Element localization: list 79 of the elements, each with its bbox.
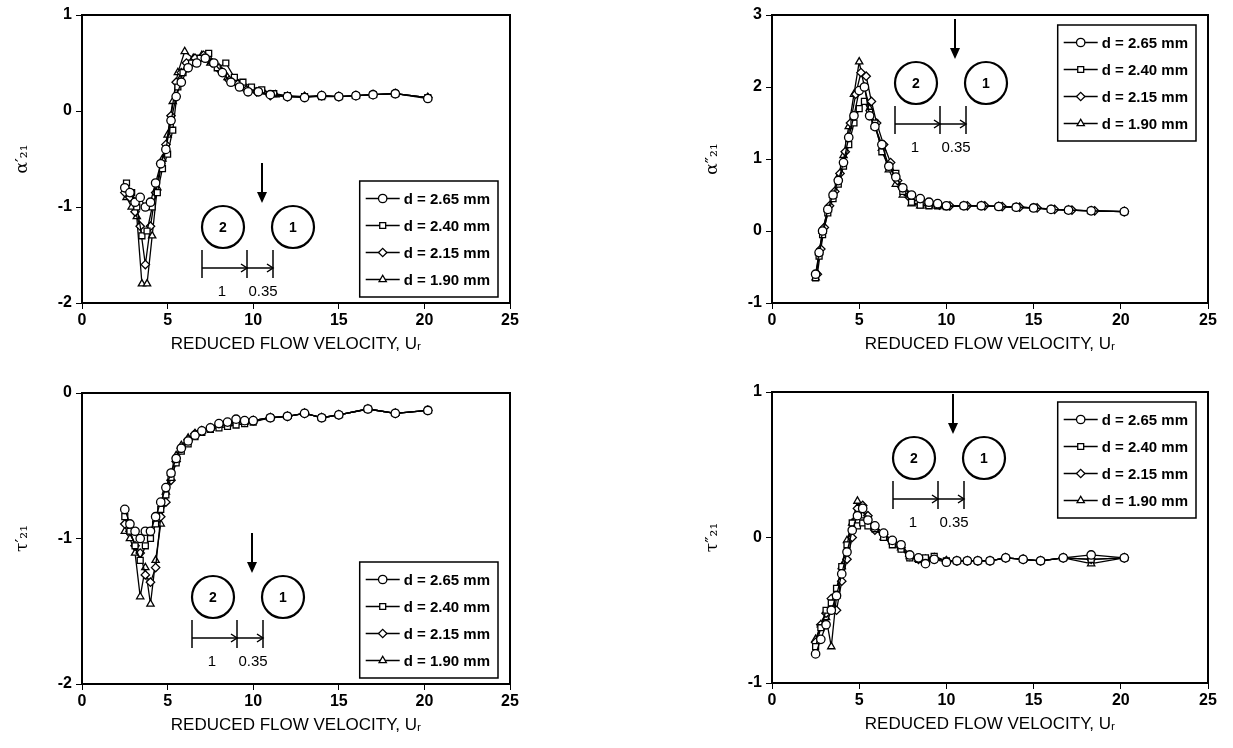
- annotation: 0.35: [941, 138, 971, 155]
- x-tick-label: 15: [1024, 311, 1043, 329]
- x-tick-label: 10: [244, 692, 263, 710]
- annotation: 1: [217, 282, 227, 299]
- legend-label: d = 2.65 mm: [1101, 410, 1188, 428]
- y-tick-label: -1: [57, 528, 73, 546]
- x-axis-title: REDUCED FLOW VELOCITY, Uᵣ: [864, 334, 1116, 354]
- annotation: 1: [910, 138, 920, 155]
- legend-label: d = 2.15 mm: [1101, 464, 1188, 482]
- annotation: 1: [908, 513, 918, 530]
- legend-label: d = 2.15 mm: [403, 624, 490, 642]
- annotation: 2: [912, 75, 921, 91]
- legend-label: d = 2.65 mm: [403, 189, 490, 207]
- y-tick-label: 0: [753, 221, 763, 239]
- x-tick-label: 25: [1199, 691, 1217, 709]
- y-tick-label: 1: [63, 5, 73, 23]
- x-tick-label: 0: [767, 311, 777, 329]
- annotation: 2: [910, 450, 919, 466]
- x-tick-label: 0: [77, 311, 87, 329]
- y-tick-label: -2: [57, 674, 73, 692]
- legend-label: d = 2.65 mm: [403, 570, 490, 588]
- y-tick-label: 3: [753, 5, 763, 23]
- legend-label: d = 2.40 mm: [1101, 60, 1188, 78]
- y-tick-label: -1: [747, 293, 763, 311]
- x-tick-label: 15: [329, 692, 348, 710]
- x-tick-label: 25: [501, 311, 519, 329]
- annotation: 0.35: [939, 513, 969, 530]
- annotation: 0.35: [248, 282, 278, 299]
- x-axis-title: REDUCED FLOW VELOCITY, Uᵣ: [170, 715, 422, 735]
- x-tick-label: 0: [77, 692, 87, 710]
- annotation: 1: [980, 450, 989, 466]
- y-tick-label: -2: [57, 293, 73, 311]
- x-tick-label: 10: [937, 691, 956, 709]
- annotation: 1: [982, 75, 991, 91]
- legend-label: d = 1.90 mm: [1101, 114, 1188, 132]
- y-axis-title: α″₂₁: [700, 143, 721, 175]
- x-tick-label: 10: [244, 311, 263, 329]
- x-tick-label: 20: [415, 311, 434, 329]
- x-tick-label: 25: [1199, 311, 1217, 329]
- y-tick-label: -1: [747, 673, 763, 691]
- x-tick-label: 5: [854, 691, 864, 709]
- x-tick-label: 15: [1024, 691, 1043, 709]
- y-axis-title: τ′₂₁: [10, 525, 31, 552]
- x-tick-label: 20: [415, 692, 434, 710]
- y-tick-label: 0: [753, 527, 763, 545]
- annotation: 2: [219, 219, 228, 235]
- x-tick-label: 0: [767, 691, 777, 709]
- x-tick-label: 25: [501, 692, 519, 710]
- legend-label: d = 2.15 mm: [403, 243, 490, 261]
- x-tick-label: 20: [1111, 311, 1130, 329]
- legend-label: d = 1.90 mm: [1101, 491, 1188, 509]
- x-tick-label: 5: [163, 311, 173, 329]
- annotation: 0.35: [238, 652, 268, 669]
- x-axis-title: REDUCED FLOW VELOCITY, Uᵣ: [864, 714, 1116, 734]
- y-axis-title: α′₂₁: [10, 144, 31, 174]
- y-tick-label: 1: [753, 382, 763, 400]
- legend-label: d = 1.90 mm: [403, 270, 490, 288]
- legend-label: d = 2.15 mm: [1101, 87, 1188, 105]
- x-axis-title: REDUCED FLOW VELOCITY, Uᵣ: [170, 334, 422, 354]
- x-tick-label: 20: [1111, 691, 1130, 709]
- y-tick-label: 0: [63, 101, 73, 119]
- x-tick-label: 5: [854, 311, 864, 329]
- x-tick-label: 15: [329, 311, 348, 329]
- y-tick-label: 2: [753, 77, 763, 95]
- legend-label: d = 2.40 mm: [1101, 437, 1188, 455]
- x-tick-label: 5: [163, 692, 173, 710]
- legend-label: d = 2.65 mm: [1101, 33, 1188, 51]
- annotation: 1: [207, 652, 217, 669]
- legend-label: d = 1.90 mm: [403, 651, 490, 669]
- legend-label: d = 2.40 mm: [403, 216, 490, 234]
- annotation: 1: [279, 589, 288, 605]
- annotation: 2: [209, 589, 218, 605]
- annotation: 1: [289, 219, 298, 235]
- y-axis-title: τ″₂₁: [700, 522, 721, 553]
- x-tick-label: 10: [937, 311, 956, 329]
- legend-label: d = 2.40 mm: [403, 597, 490, 615]
- y-tick-label: 0: [63, 383, 73, 401]
- y-tick-label: 1: [753, 149, 763, 167]
- y-tick-label: -1: [57, 197, 73, 215]
